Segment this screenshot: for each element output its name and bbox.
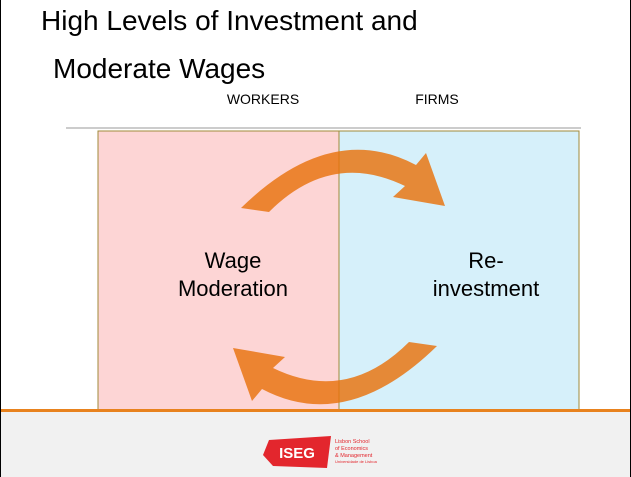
logo-text: ISEG <box>279 445 315 462</box>
box-label: investment <box>433 276 539 301</box>
logo-caption: of Economics <box>335 446 368 452</box>
column-label: WORKERS <box>227 91 299 107</box>
box-label: Wage <box>205 248 262 273</box>
logo-caption: Universidade de Lisboa <box>335 459 378 464</box>
cycle-arrows <box>233 149 445 405</box>
footer-rule <box>1 409 630 412</box>
column-label: FIRMS <box>415 91 459 107</box>
title-line: High Levels of Investment and <box>41 5 418 36</box>
title-line: Moderate Wages <box>53 53 265 84</box>
arrow <box>241 149 445 212</box>
logo-caption: Lisbon School <box>335 439 370 445</box>
logo-caption: & Management <box>335 453 373 459</box>
logo-mark <box>263 436 331 468</box>
box-label: Moderation <box>178 276 288 301</box>
box-label: Re- <box>468 248 503 273</box>
arrow <box>233 342 437 405</box>
